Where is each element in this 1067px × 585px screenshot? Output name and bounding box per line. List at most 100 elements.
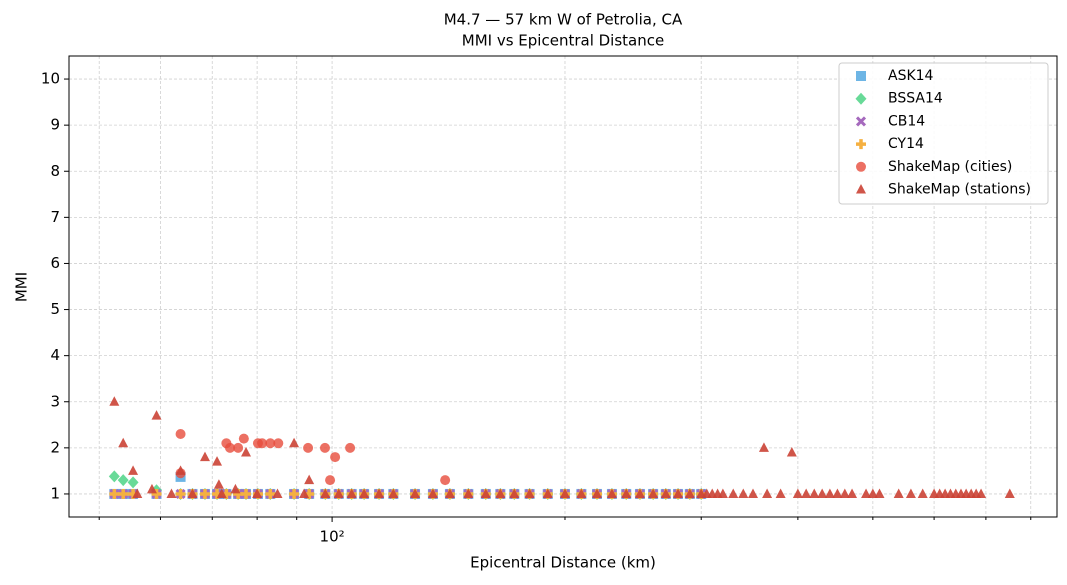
- marker-triangle: [524, 488, 535, 498]
- marker-triangle: [480, 488, 491, 498]
- marker-triangle: [832, 488, 843, 498]
- marker-triangle: [252, 488, 263, 498]
- marker-triangle: [304, 474, 315, 485]
- marker-plus: [856, 139, 866, 150]
- marker-triangle: [199, 451, 210, 462]
- y-tick-label: 9: [50, 116, 60, 134]
- marker-triangle: [758, 442, 769, 452]
- marker-diamond: [117, 474, 129, 487]
- legend-label: BSSA14: [888, 91, 943, 107]
- marker-triangle: [634, 488, 645, 498]
- y-tick-label: 8: [50, 162, 60, 180]
- marker-circle: [273, 438, 284, 449]
- x-tick-label: 10²: [320, 528, 345, 546]
- marker-triangle: [861, 488, 872, 498]
- marker-triangle: [109, 396, 120, 406]
- marker-triangle: [320, 488, 331, 498]
- marker-triangle: [187, 488, 198, 498]
- marker-diamond: [108, 470, 120, 483]
- marker-triangle: [410, 488, 421, 498]
- marker-triangle: [839, 488, 850, 498]
- marker-circle: [319, 442, 330, 453]
- marker-triangle: [738, 488, 749, 498]
- marker-plus: [241, 488, 252, 499]
- marker-triangle: [559, 488, 570, 498]
- marker-triangle: [775, 488, 786, 498]
- marker-x: [855, 116, 867, 127]
- x-axis-label: Epicentral Distance (km): [470, 554, 656, 572]
- marker-triangle: [166, 488, 177, 498]
- y-tick-label: 3: [50, 392, 60, 410]
- marker-triangle: [374, 488, 385, 498]
- marker-triangle: [905, 488, 916, 498]
- marker-triangle: [893, 488, 904, 498]
- marker-triangle: [175, 465, 186, 475]
- marker-circle: [175, 429, 186, 440]
- marker-triangle: [817, 488, 828, 498]
- marker-triangle: [748, 488, 759, 498]
- marker-circle: [330, 452, 341, 463]
- y-tick-label: 5: [50, 300, 60, 318]
- marker-circle: [233, 442, 244, 453]
- marker-triangle: [717, 488, 728, 498]
- marker-triangle: [132, 488, 143, 498]
- marker-circle: [225, 442, 236, 453]
- marker-triangle: [874, 488, 885, 498]
- marker-triangle: [230, 483, 241, 494]
- marker-circle: [257, 438, 268, 449]
- y-tick-label: 6: [50, 254, 60, 272]
- marker-triangle: [576, 488, 587, 498]
- marker-triangle: [542, 488, 553, 498]
- y-tick-label: 10: [41, 70, 60, 88]
- y-tick-label: 7: [50, 208, 60, 226]
- marker-triangle: [648, 488, 659, 498]
- marker-triangle: [346, 488, 357, 498]
- marker-circle: [265, 438, 276, 449]
- marker-triangle: [801, 488, 812, 498]
- ticks: 1 2 3 4 5 6 7 8 9 10 10²: [41, 70, 1032, 546]
- marker-triangle: [289, 437, 300, 448]
- marker-triangle: [1004, 488, 1015, 498]
- marker-triangle: [213, 479, 224, 489]
- marker-triangle: [976, 488, 987, 498]
- y-tick-label: 4: [50, 346, 60, 364]
- legend-label: ShakeMap (stations): [888, 182, 1031, 198]
- marker-circle: [440, 475, 451, 486]
- marker-triangle: [495, 488, 506, 498]
- marker-triangle: [151, 410, 162, 420]
- marker-triangle: [792, 488, 803, 498]
- marker-triangle: [809, 488, 820, 498]
- marker-triangle: [824, 488, 835, 498]
- legend-label: CY14: [888, 136, 924, 152]
- marker-triangle: [509, 488, 520, 498]
- marker-triangle: [684, 488, 695, 498]
- y-tick-label: 1: [50, 484, 60, 502]
- marker-diamond: [855, 92, 867, 105]
- marker-triangle: [463, 488, 474, 498]
- marker-triangle: [856, 184, 866, 194]
- marker-triangle: [359, 488, 370, 498]
- marker-triangle: [241, 446, 252, 457]
- marker-triangle: [673, 488, 684, 498]
- marker-triangle: [917, 488, 928, 498]
- marker-triangle: [606, 488, 617, 498]
- marker-plus: [151, 488, 162, 499]
- marker-triangle: [444, 488, 455, 498]
- marker-triangle: [660, 488, 671, 498]
- marker-circle: [303, 442, 314, 453]
- marker-triangle: [592, 488, 603, 498]
- marker-circle: [325, 475, 336, 486]
- chart-subtitle: MMI vs Epicentral Distance: [462, 32, 664, 50]
- marker-triangle: [388, 488, 399, 498]
- marker-plus: [175, 488, 186, 499]
- plot-frame: [68, 55, 1058, 518]
- y-axis-label: MMI: [13, 272, 31, 302]
- marker-triangle: [212, 456, 223, 466]
- marker-triangle: [146, 483, 157, 494]
- marker-triangle: [118, 437, 129, 448]
- marker-triangle: [786, 446, 797, 457]
- y-tick-label: 2: [50, 438, 60, 456]
- legend: ASK14 BSSA14 CB14 CY14 ShakeMap (cities) Shak…: [838, 62, 1049, 205]
- marker-plus: [109, 488, 120, 499]
